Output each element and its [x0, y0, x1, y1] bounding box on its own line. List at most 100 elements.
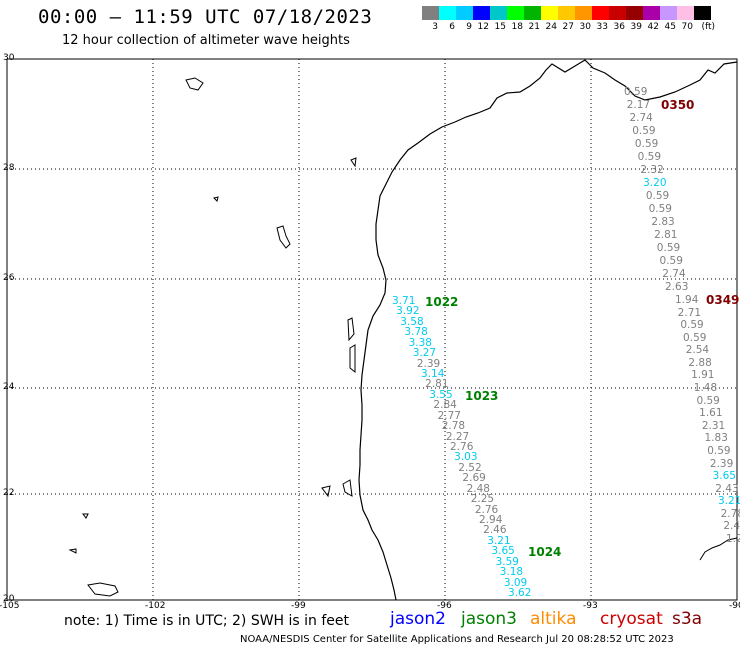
wave-height-value: 2.54	[685, 344, 710, 357]
wave-height-value: 1.94	[675, 294, 699, 306]
scale-swatch	[524, 6, 541, 20]
wave-height-value: 2.88	[688, 356, 712, 369]
wave-height-value: 1.61	[699, 407, 723, 420]
scale-label: 9	[466, 22, 472, 32]
scale-swatch	[643, 6, 660, 20]
scale-swatch	[473, 6, 490, 20]
wave-height-value: 3.58	[400, 315, 424, 328]
wave-height-value: 0.59	[659, 255, 683, 267]
map-frame	[6, 58, 738, 601]
scale-swatch	[694, 6, 711, 20]
lat-label: 28	[3, 163, 15, 173]
wave-height-value: 1.2	[726, 533, 740, 545]
scale-label: 39	[630, 22, 642, 32]
wave-height-value: 3.20	[643, 177, 667, 189]
lat-lon-grid	[7, 59, 737, 600]
wave-height-value: 3.21	[487, 534, 511, 547]
wave-height-value: 3.59	[495, 555, 519, 568]
wave-height-value: 2.63	[665, 281, 689, 293]
scale-label: 70	[681, 22, 693, 32]
scale-swatch	[626, 6, 643, 20]
scale-label: 36	[613, 22, 625, 32]
wave-height-value: 2.81	[425, 378, 449, 391]
lat-label: 22	[3, 488, 15, 498]
lon-label: -90	[729, 601, 740, 611]
lat-label: 24	[3, 382, 15, 392]
wave-height-value: 2.52	[458, 461, 482, 474]
scale-label: (ft)	[701, 22, 715, 32]
scale-swatch	[592, 6, 609, 20]
pass-label: 0350	[661, 98, 695, 112]
wave-height-value: 2.74	[629, 112, 653, 124]
pass-label: 1023	[465, 389, 499, 403]
pass-label: 0349	[706, 293, 740, 307]
scale-swatch	[609, 6, 626, 20]
wave-height-value: 0.59	[632, 125, 656, 137]
wave-height-value: 2.17	[626, 99, 651, 111]
wave-height-value: 0.59	[624, 86, 648, 98]
wave-height-value: 0.59	[680, 319, 704, 332]
scale-swatch	[490, 6, 507, 20]
wave-height-value: 2.4	[723, 520, 740, 533]
wave-height-value: 3.62	[508, 587, 532, 599]
footer-credit: NOAA/NESDIS Center for Satellite Applica…	[240, 634, 674, 645]
wave-height-value: 2.48	[466, 482, 490, 495]
wave-height-value: 3.71	[392, 295, 416, 307]
wave-height-value: 0.59	[634, 138, 659, 150]
wave-height-value: 3.65	[712, 470, 736, 483]
wave-height-value: 2.25	[470, 493, 495, 506]
wave-height-value: 0.59	[683, 331, 707, 344]
legend-s3a: s3a	[672, 609, 703, 629]
scale-swatch	[507, 6, 524, 20]
scale-label: 12	[477, 22, 489, 32]
wave-height-value: 2.83	[651, 216, 675, 228]
lon-label: -105	[0, 601, 20, 611]
wave-height-value: 3.14	[421, 368, 445, 380]
wave-height-value: 3.21	[717, 495, 740, 508]
lon-label: -99	[291, 601, 306, 611]
wave-height-value: 2.78	[720, 507, 740, 520]
wave-height-value: 0.59	[645, 190, 670, 202]
wave-height-value: 2.76	[474, 503, 499, 516]
wave-height-value: 0.59	[707, 444, 731, 457]
scale-label: 30	[579, 22, 591, 32]
wave-height-value: 3.09	[503, 576, 528, 589]
wave-height-value: 2.78	[441, 420, 466, 433]
scale-label: 6	[449, 22, 455, 32]
pass-label: 1024	[528, 545, 562, 559]
scale-swatch	[422, 6, 439, 20]
scale-swatch	[456, 6, 473, 20]
scale-swatch	[558, 6, 575, 20]
lat-label: 26	[3, 273, 15, 283]
wave-height-value: 2.84	[433, 399, 457, 412]
wave-height-value: 3.55	[429, 388, 453, 401]
wave-height-value: 2.39	[416, 357, 441, 370]
scale-label: 24	[545, 22, 557, 32]
wave-height-value: 2.76	[450, 441, 474, 453]
coast-detail	[68, 77, 738, 597]
wave-height-value: 0.59	[637, 151, 662, 163]
lon-label: -96	[437, 601, 452, 611]
wave-height-value: 3.18	[499, 566, 524, 579]
scale-label: 15	[494, 22, 506, 32]
wave-height-value: 2.71	[677, 306, 702, 319]
wave-height-value: 2.77	[437, 409, 461, 422]
wave-height-value: 3.78	[404, 326, 428, 339]
scale-label: 21	[528, 22, 540, 32]
scale-swatch	[660, 6, 677, 20]
color-scale	[422, 6, 711, 20]
wave-height-value: 2.27	[445, 430, 470, 443]
wave-height-value: 0.59	[648, 203, 672, 215]
chart-title: 00:00 – 11:59 UTC 07/18/2023	[38, 6, 373, 28]
wave-height-value: 2.39	[709, 457, 734, 470]
scale-label: 18	[511, 22, 523, 32]
wave-height-value: 2.81	[654, 229, 678, 241]
wave-height-value: 3.03	[454, 451, 478, 464]
wave-height-value: 0.59	[656, 242, 681, 254]
pass-label: 1022	[425, 295, 459, 309]
gulf-coastline	[358, 59, 738, 601]
scale-swatch	[575, 6, 592, 20]
wave-height-value: 2.31	[701, 419, 726, 432]
scale-swatch	[677, 6, 694, 20]
